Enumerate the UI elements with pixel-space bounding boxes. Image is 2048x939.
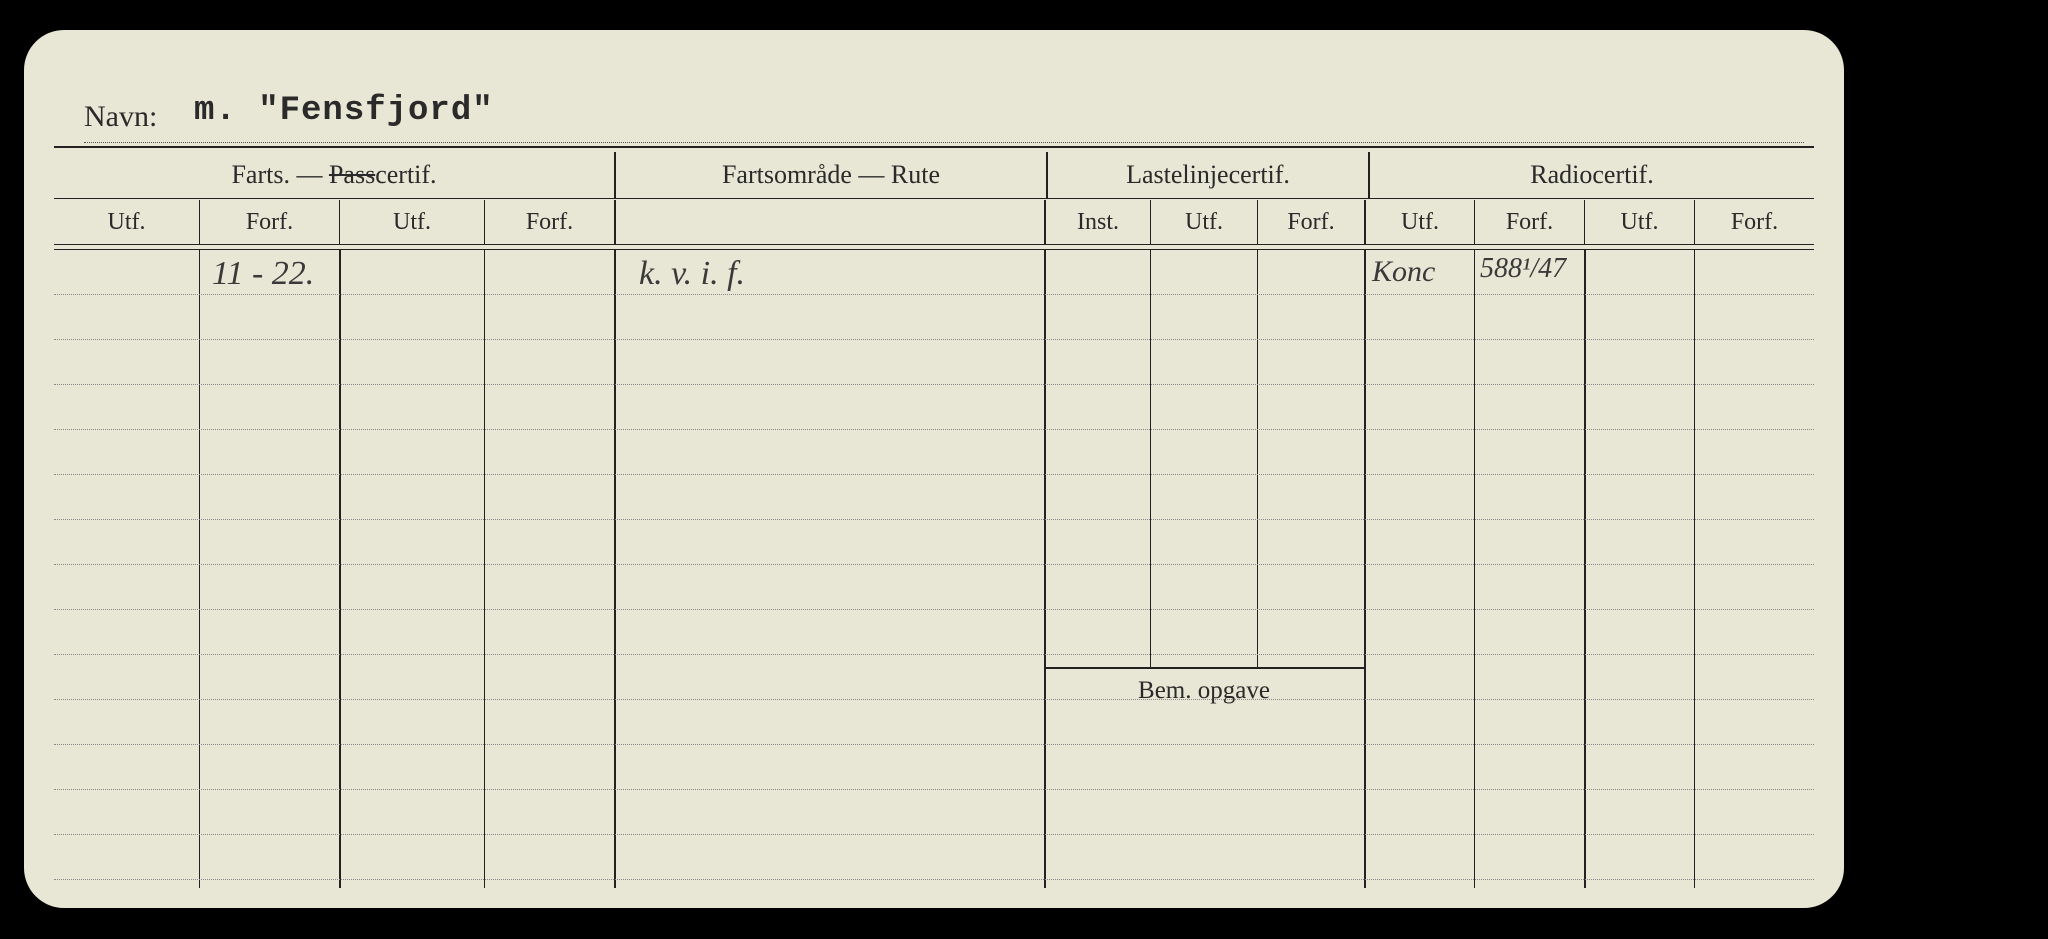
dotted-row <box>54 429 1814 430</box>
vline-7 <box>1257 249 1258 667</box>
vline-5 <box>1044 249 1046 888</box>
sub-farts-forf1: Forf. <box>199 200 339 244</box>
navn-value: m. "Fensfjord" <box>194 92 494 130</box>
sub-farts-forf2: Forf. <box>484 200 614 244</box>
vline-9 <box>1474 249 1475 888</box>
punch-hole <box>1932 409 1978 455</box>
dotted-row <box>54 879 1814 880</box>
entry-omrade: k. v. i. f. <box>639 255 745 293</box>
sub-omrade-blank <box>614 200 1044 244</box>
vline-11 <box>1694 249 1695 888</box>
sub-laste-forf: Forf. <box>1257 200 1364 244</box>
bem-label: Bem. opgave <box>1044 677 1364 705</box>
sub-radio-forf2: Forf. <box>1694 200 1814 244</box>
vline-6 <box>1150 249 1151 667</box>
vline-8 <box>1364 249 1366 888</box>
punch-hole <box>1932 682 1978 728</box>
punch-hole <box>1932 227 1978 273</box>
section-headers: Farts. — Passcertif. Fartsområde — Rute … <box>54 152 1814 198</box>
dotted-row <box>54 699 1814 700</box>
dotted-row <box>54 564 1814 565</box>
dotted-row <box>54 384 1814 385</box>
farts-strike: Pass <box>329 160 375 189</box>
punch-hole <box>1932 136 1978 182</box>
entry-radio-forf1: 588¹/47 <box>1480 253 1566 285</box>
punch-hole <box>1932 591 1978 637</box>
section-omrade: Fartsområde — Rute <box>614 152 1046 198</box>
sub-farts-utf1: Utf. <box>54 200 199 244</box>
rule-sub <box>54 198 1814 199</box>
data-area: Bem. opgave 11 - 22. k. v. i. f. Konc 58… <box>54 249 1814 888</box>
sub-radio-forf1: Forf. <box>1474 200 1584 244</box>
sub-radio-utf1: Utf. <box>1364 200 1474 244</box>
punch-hole <box>1932 500 1978 546</box>
punch-holes <box>1932 45 1978 910</box>
vline-3 <box>484 249 485 888</box>
dotted-row <box>54 519 1814 520</box>
punch-hole <box>1932 318 1978 364</box>
dotted-row <box>54 789 1814 790</box>
dotted-row <box>54 834 1814 835</box>
navn-row: Navn: m. "Fensfjord" <box>84 92 1804 143</box>
vline-2 <box>339 249 341 888</box>
dotted-row <box>54 609 1814 610</box>
sub-laste-inst: Inst. <box>1044 200 1150 244</box>
rule-double-1 <box>54 244 1814 245</box>
section-farts: Farts. — Passcertif. <box>54 152 614 198</box>
entry-farts-forf1: 11 - 22. <box>212 255 314 293</box>
punch-hole <box>1932 45 1978 91</box>
sub-headers: Utf. Forf. Utf. Forf. Inst. Utf. Forf. U… <box>54 200 1814 244</box>
punch-hole <box>1932 773 1978 819</box>
sub-laste-utf: Utf. <box>1150 200 1257 244</box>
farts-pre: Farts. — <box>231 160 329 189</box>
sub-farts-utf2: Utf. <box>339 200 484 244</box>
dotted-row <box>54 474 1814 475</box>
navn-label: Navn: <box>84 100 157 134</box>
index-card: Navn: m. "Fensfjord" Farts. — Passcertif… <box>24 30 1844 908</box>
dotted-row <box>54 744 1814 745</box>
farts-post: certif. <box>375 160 436 189</box>
sub-radio-utf2: Utf. <box>1584 200 1694 244</box>
bem-line <box>1044 667 1364 669</box>
dotted-row <box>54 294 1814 295</box>
vline-1 <box>199 249 200 888</box>
dotted-row <box>54 339 1814 340</box>
dotted-row <box>54 654 1814 655</box>
section-radio: Radiocertif. <box>1368 152 1814 198</box>
rule-main <box>54 146 1814 148</box>
entry-radio-utf1: Konc <box>1372 255 1435 289</box>
vline-10 <box>1584 249 1586 888</box>
punch-hole <box>1932 864 1978 910</box>
vline-4 <box>614 249 616 888</box>
section-laste: Lastelinjecertif. <box>1046 152 1368 198</box>
